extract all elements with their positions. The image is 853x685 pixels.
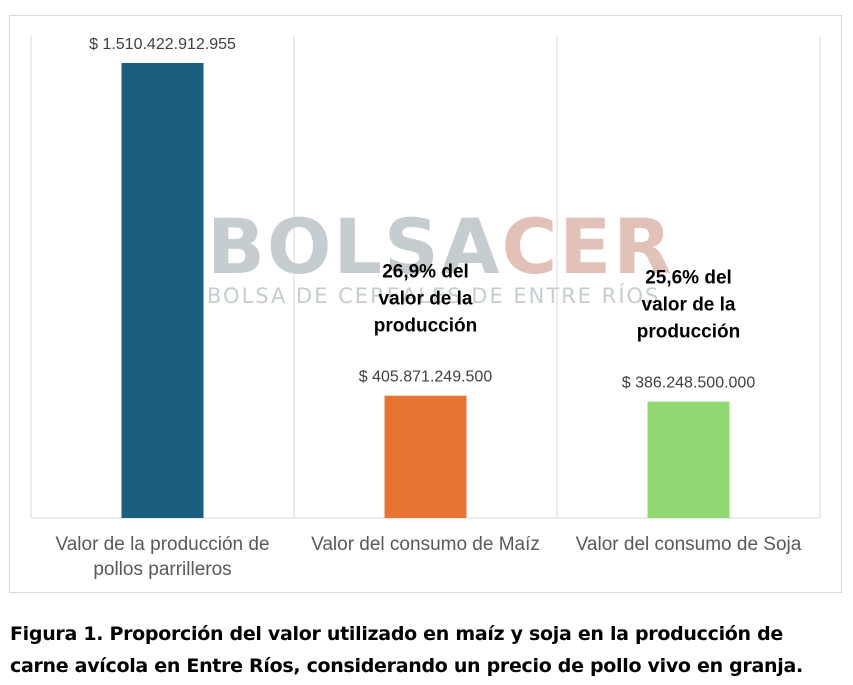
watermark-logo: BOLSACER BOLSA DE CEREALES DE ENTRE RÍOS bbox=[207, 202, 674, 308]
share-annotation: 25,6% del bbox=[645, 268, 732, 289]
data-label: $ 405.871.249.500 bbox=[359, 369, 493, 386]
labels: $ 1.510.422.912.955 Valor de la producció… bbox=[55, 36, 801, 580]
category-tick-label: Valor de la producción de bbox=[55, 534, 269, 555]
share-annotation: producción bbox=[374, 316, 477, 337]
bars bbox=[121, 62, 730, 518]
figure-caption: Figura 1. Proporción del valor utilizado… bbox=[10, 623, 803, 677]
bar bbox=[647, 401, 730, 518]
bar-chart: BOLSACER BOLSA DE CEREALES DE ENTRE RÍOS… bbox=[30, 36, 821, 580]
data-label: $ 386.248.500.000 bbox=[622, 375, 756, 392]
category-tick-label: Valor del consumo de Soja bbox=[576, 534, 802, 555]
chart-frame: BOLSACER BOLSA DE CEREALES DE ENTRE RÍOS… bbox=[9, 15, 842, 593]
bar bbox=[121, 62, 204, 518]
bar bbox=[384, 395, 467, 518]
data-label: $ 1.510.422.912.955 bbox=[89, 36, 236, 53]
watermark-brand-part2: CER bbox=[502, 202, 674, 291]
watermark-brand-part1: BOLSA bbox=[207, 202, 502, 291]
watermark-subtitle: BOLSA DE CEREALES DE ENTRE RÍOS bbox=[207, 283, 660, 308]
category-tick-label: Valor del consumo de Maíz bbox=[311, 534, 540, 555]
watermark-text: BOLSACER bbox=[207, 202, 674, 291]
share-annotation: 26,9% del bbox=[382, 262, 469, 283]
share-annotation: producción bbox=[637, 322, 740, 343]
share-annotation: valor de la bbox=[642, 295, 736, 316]
share-annotation: valor de la bbox=[379, 289, 473, 310]
category-tick-label: pollos parrilleros bbox=[93, 559, 231, 580]
